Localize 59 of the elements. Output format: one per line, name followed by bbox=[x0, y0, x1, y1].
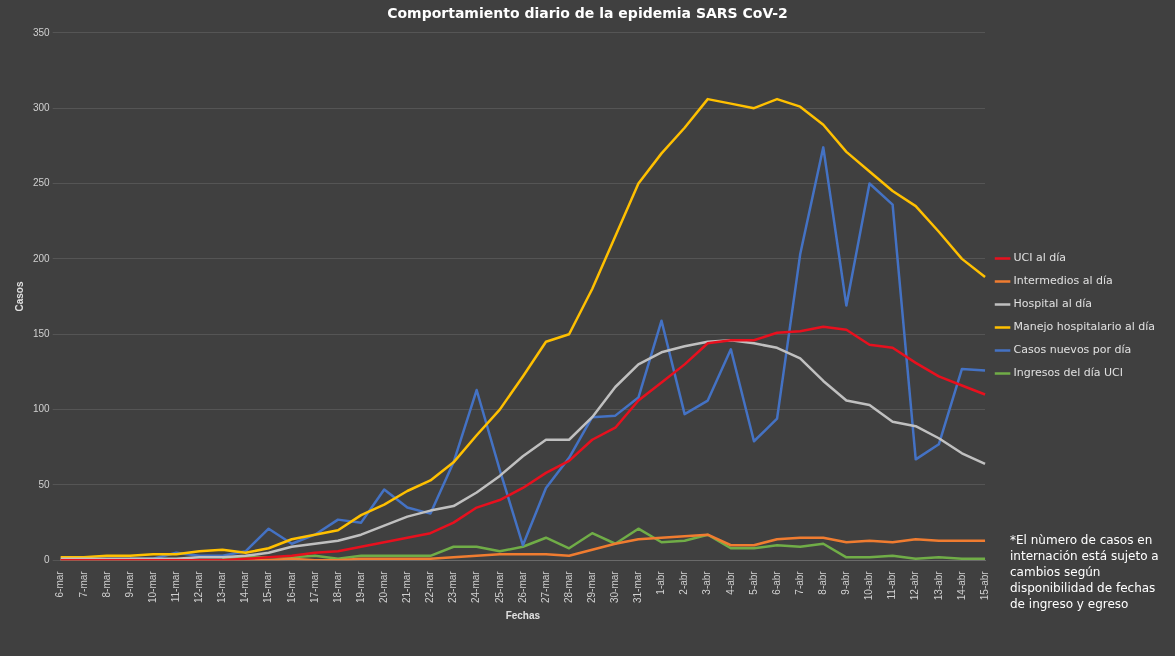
x-tick-label: 14-mar bbox=[239, 570, 251, 604]
x-tick-label: 11-mar bbox=[169, 570, 181, 603]
y-tick-label: 200 bbox=[33, 252, 51, 264]
x-tick-label: 17-mar bbox=[308, 570, 320, 604]
legend-label: Ingresos del día UCI bbox=[1013, 366, 1124, 380]
x-tick-label: 28-mar bbox=[562, 570, 574, 604]
text: *El nùmero de casos en internación está sujeto a cambios según disponibilidad de fechas de ingreso y egreso bbox=[1010, 532, 1160, 612]
x-tick-label: 25-mar bbox=[493, 570, 505, 604]
x-tick-label: 3-abr bbox=[701, 570, 713, 595]
x-tick-label: 24-mar bbox=[470, 570, 482, 604]
x-tick-label: 7-abr bbox=[793, 570, 805, 595]
y-tick-label: 250 bbox=[33, 177, 51, 189]
x-tick-label: 30-mar bbox=[609, 570, 621, 604]
x-tick-label: 15-mar bbox=[262, 570, 274, 604]
legend-label: Intermedios al día bbox=[1013, 274, 1113, 288]
x-tick-label: 10-abr bbox=[863, 570, 875, 601]
x-tick-label: 11-abr bbox=[886, 570, 898, 600]
x-tick-label: 12-mar bbox=[193, 570, 205, 604]
x-tick-label: 10-mar bbox=[146, 570, 158, 604]
y-axis-title: Casos bbox=[13, 281, 25, 312]
x-tick-label: 13-mar bbox=[216, 570, 228, 604]
x-tick-label: 1-abr bbox=[655, 570, 667, 595]
x-tick-label: 31-mar bbox=[632, 570, 644, 604]
y-tick-label: 50 bbox=[38, 478, 51, 490]
y-tick-label: 150 bbox=[33, 327, 51, 339]
legend-label: UCI al día bbox=[1013, 251, 1067, 265]
x-tick-label: 26-mar bbox=[516, 570, 528, 604]
x-tick-label: 20-mar bbox=[377, 570, 389, 604]
x-tick-label: 12-abr bbox=[909, 570, 921, 601]
y-tick-label: 300 bbox=[33, 101, 51, 113]
x-tick-label: 29-mar bbox=[585, 570, 597, 604]
x-tick-label: 4-abr bbox=[724, 570, 736, 595]
x-tick-label: 21-mar bbox=[401, 570, 413, 604]
x-tick-label: 18-mar bbox=[331, 570, 343, 604]
x-tick-label: 6-mar bbox=[54, 570, 66, 598]
legend-label: Hospital al día bbox=[1013, 297, 1092, 311]
legend-label: Casos nuevos por día bbox=[1013, 343, 1132, 357]
x-tick-label: 5-abr bbox=[747, 570, 759, 595]
x-tick-label: 2-abr bbox=[678, 570, 690, 595]
x-tick-label: 22-mar bbox=[424, 570, 436, 604]
x-tick-label: 9-abr bbox=[840, 570, 852, 595]
x-tick-label: 8-abr bbox=[817, 570, 829, 595]
x-tick-label: 23-mar bbox=[447, 570, 459, 604]
x-tick-label: 6-abr bbox=[770, 570, 782, 595]
x-tick-label: 19-mar bbox=[354, 570, 366, 604]
x-tick-label: 27-mar bbox=[539, 570, 551, 604]
x-tick-label: 8-mar bbox=[100, 570, 112, 598]
chart-title: Comportamiento diario de la epidemia SARS CoV-2 bbox=[387, 5, 788, 22]
x-tick-label: 14-abr bbox=[955, 570, 967, 601]
legend-label: Manejo hospitalario al día bbox=[1013, 320, 1155, 334]
x-axis-title: Fechas bbox=[505, 609, 541, 621]
x-tick-label: 16-mar bbox=[285, 570, 297, 604]
x-tick-label: 9-mar bbox=[123, 570, 135, 598]
y-tick-label: 0 bbox=[44, 554, 51, 566]
y-tick-label: 350 bbox=[33, 26, 51, 38]
x-tick-label: 15-abr bbox=[978, 570, 990, 601]
x-tick-label: 13-abr bbox=[932, 570, 944, 601]
y-tick-label: 100 bbox=[33, 403, 51, 415]
x-tick-label: 7-mar bbox=[77, 570, 89, 598]
